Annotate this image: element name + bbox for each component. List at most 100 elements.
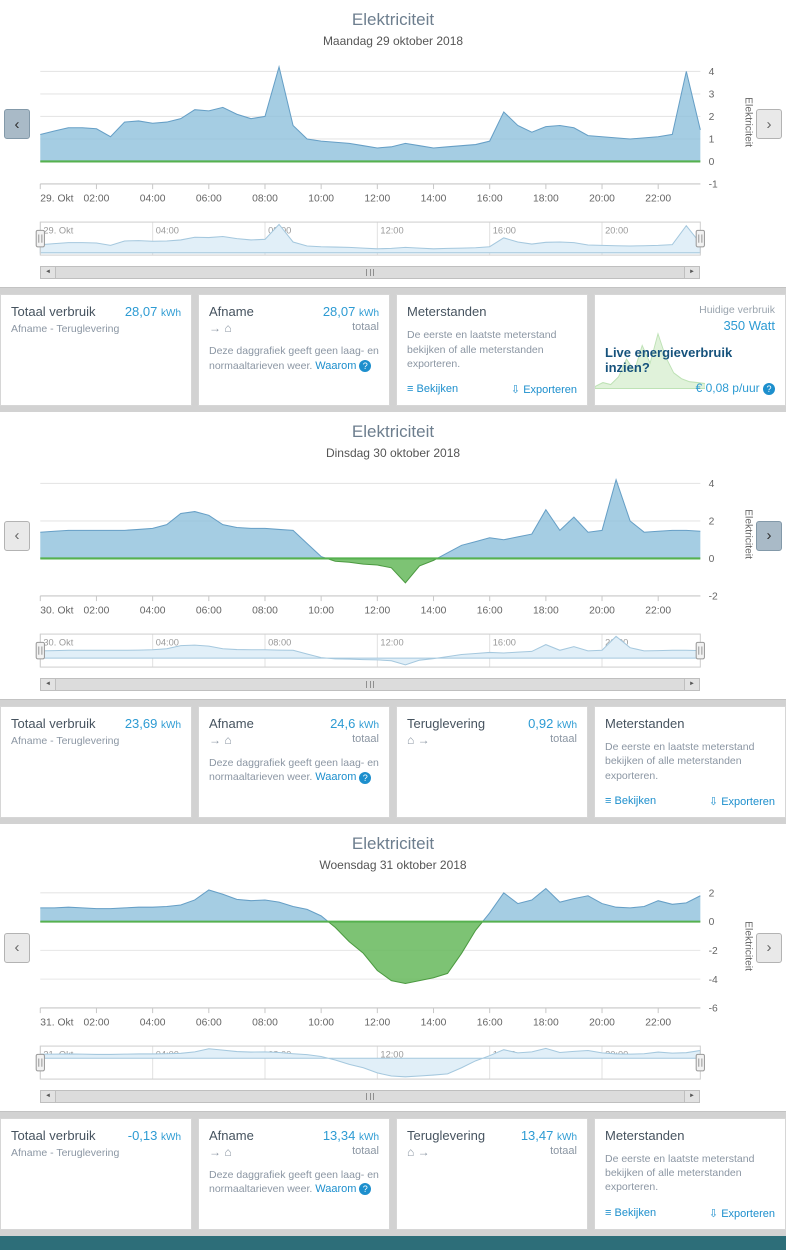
waarom-link[interactable]: Waarom	[315, 359, 357, 372]
day-usage-chart[interactable]: -6 -4 -2 0 2 31. Okt 02:00 04:00 06:00 08:00 10:00…	[32, 878, 754, 1041]
scrollbar-right-arrow[interactable]: ►	[684, 1091, 699, 1103]
page-title: Elektriciteit	[351, 421, 435, 441]
scrollbar-left-arrow[interactable]: ◄	[41, 267, 56, 279]
svg-text:20:00: 20:00	[589, 1017, 615, 1028]
svg-text:2: 2	[709, 112, 715, 123]
stats-row: Totaal verbruik 28,07 kWh Afname - Terug…	[0, 294, 786, 406]
promo-price: € 0,08 p/uur ?	[605, 381, 775, 395]
scrollbar-left-arrow[interactable]: ◄	[41, 1091, 56, 1103]
stat-card-meterstanden: Meterstanden De eerste en laatste meters…	[594, 706, 786, 818]
exporteren-link[interactable]: ⇩ Exporteren	[708, 795, 775, 808]
svg-text:16:00: 16:00	[493, 637, 516, 647]
svg-text:18:00: 18:00	[533, 193, 559, 204]
day-usage-chart[interactable]: -2 0 2 4 30. Okt 02:00 04:00 06:00 08:00 10:00 12:…	[32, 466, 754, 629]
chart-scrollbar[interactable]: ◄ ►	[40, 678, 700, 692]
chart-scrollbar[interactable]: ◄ ►	[40, 266, 700, 280]
chart-panel: Elektriciteit Maandag 29 oktober 2018 ‹ …	[0, 0, 786, 289]
svg-text:0: 0	[709, 917, 715, 928]
next-day-button[interactable]: ›	[756, 932, 782, 963]
svg-text:2: 2	[709, 516, 715, 527]
svg-text:12:00: 12:00	[364, 193, 390, 204]
svg-text:18:00: 18:00	[533, 1017, 559, 1028]
bekijken-link[interactable]: ≡ Bekijken	[605, 794, 657, 807]
tariff-note: Deze daggrafiek geeft geen laag- en norm…	[209, 757, 379, 784]
stat-card-totaal-verbruik: Totaal verbruik 23,69 kWh Afname - Terug…	[0, 706, 192, 818]
previous-day-button[interactable]: ‹	[4, 109, 30, 139]
card-value: 24,6 kWh	[330, 716, 379, 732]
scrollbar-thumb[interactable]	[56, 679, 684, 691]
svg-text:20:00: 20:00	[589, 605, 615, 616]
previous-day-button[interactable]: ‹	[4, 932, 30, 963]
card-label: Afname	[209, 716, 254, 732]
svg-text:04:00: 04:00	[156, 225, 179, 235]
card-label: Meterstanden	[407, 304, 487, 320]
svg-text:12:00: 12:00	[364, 1017, 390, 1028]
svg-text:2: 2	[709, 888, 715, 899]
scrollbar-left-arrow[interactable]: ◄	[41, 679, 56, 691]
chart-scrollbar[interactable]: ◄ ►	[40, 1090, 700, 1104]
svg-text:12:00: 12:00	[380, 225, 403, 235]
exporteren-link[interactable]: ⇩ Exporteren	[708, 1207, 775, 1220]
chart-area: ‹ -6 -4 -2 0 2 31. Okt 02:00 04:00 06:00 08:00 10:…	[4, 878, 782, 1105]
meterstanden-description: De eerste en laatste meterstand bekijken…	[605, 1153, 755, 1194]
stat-card-teruglevering: Teruglevering 0,92 kWh ⌂ → totaal	[396, 706, 588, 818]
promo-sparkline	[595, 332, 706, 390]
card-value: -0,13 kWh	[127, 1128, 181, 1144]
bekijken-link[interactable]: ≡ Bekijken	[407, 382, 459, 395]
live-usage-promo-card[interactable]: Huidige verbruik 350 Watt Live energieve…	[594, 294, 786, 406]
meterstanden-description: De eerste en laatste meterstand bekijken…	[407, 329, 557, 370]
svg-text:12:00: 12:00	[380, 637, 403, 647]
svg-text:Elektriciteit: Elektriciteit	[743, 509, 754, 559]
scrollbar-right-arrow[interactable]: ►	[684, 267, 699, 279]
svg-text:-4: -4	[709, 974, 718, 985]
scrollbar-right-arrow[interactable]: ►	[684, 679, 699, 691]
next-day-button[interactable]: ›	[756, 109, 782, 139]
svg-text:04:00: 04:00	[140, 193, 166, 204]
svg-text:16:00: 16:00	[477, 193, 503, 204]
help-icon[interactable]: ?	[359, 359, 372, 372]
waarom-link[interactable]: Waarom	[315, 1183, 357, 1196]
svg-text:02:00: 02:00	[84, 1017, 110, 1028]
scrollbar-grip-icon	[366, 1093, 374, 1101]
flow-into-home-icon: → ⌂	[209, 321, 232, 336]
card-label: Teruglevering	[407, 1128, 486, 1144]
card-value: 0,92 kWh	[528, 716, 577, 732]
stat-card-teruglevering: Teruglevering 13,47 kWh ⌂ → totaal	[396, 1118, 588, 1230]
list-icon: ≡	[605, 794, 612, 807]
bekijken-link[interactable]: ≡ Bekijken	[605, 1206, 657, 1219]
svg-text:16:00: 16:00	[477, 1017, 503, 1028]
svg-text:04:00: 04:00	[156, 637, 179, 647]
exporteren-link[interactable]: ⇩ Exporteren	[510, 383, 577, 396]
svg-text:16:00: 16:00	[477, 605, 503, 616]
stat-card-totaal-verbruik: Totaal verbruik -0,13 kWh Afname - Terug…	[0, 1118, 192, 1230]
current-usage-value: 350 Watt	[723, 318, 775, 334]
svg-text:22:00: 22:00	[645, 605, 671, 616]
download-icon: ⇩	[708, 1207, 719, 1220]
svg-text:30. Okt: 30. Okt	[43, 637, 73, 647]
help-icon[interactable]: ?	[763, 383, 775, 396]
card-label: Totaal verbruik	[11, 1128, 96, 1144]
meterstanden-description: De eerste en laatste meterstand bekijken…	[605, 741, 755, 782]
svg-text:29. Okt: 29. Okt	[40, 193, 73, 204]
help-icon[interactable]: ?	[359, 771, 372, 784]
svg-text:14:00: 14:00	[421, 605, 447, 616]
stats-row: Totaal verbruik -0,13 kWh Afname - Terug…	[0, 1118, 786, 1230]
waarom-link[interactable]: Waarom	[315, 771, 357, 784]
next-day-button[interactable]: ›	[756, 520, 782, 551]
tariff-note: Deze daggrafiek geeft geen laag- en norm…	[209, 1169, 379, 1196]
day-usage-chart[interactable]: -1 0 1 2 3 4 29. Okt 02:00 04:00 06:00 08:00 10:00 1…	[32, 54, 754, 217]
help-icon[interactable]: ?	[359, 1183, 372, 1196]
flow-caption: totaal	[352, 733, 379, 746]
scrollbar-thumb[interactable]	[56, 1091, 684, 1103]
stat-card-meterstanden: Meterstanden De eerste en laatste meters…	[594, 1118, 786, 1230]
stat-card-afname: Afname 13,34 kWh → ⌂ totaal Deze daggraf…	[198, 1118, 390, 1230]
svg-text:30. Okt: 30. Okt	[40, 605, 73, 616]
scrollbar-thumb[interactable]	[56, 267, 684, 279]
svg-text:29. Okt: 29. Okt	[43, 225, 73, 235]
bottom-nav-bar	[0, 1235, 786, 1250]
previous-day-button[interactable]: ‹	[4, 520, 30, 551]
chart-area: ‹ -2 0 2 4 30. Okt 02:00 04:00 06:00 08:00 10:00 1…	[4, 466, 782, 693]
